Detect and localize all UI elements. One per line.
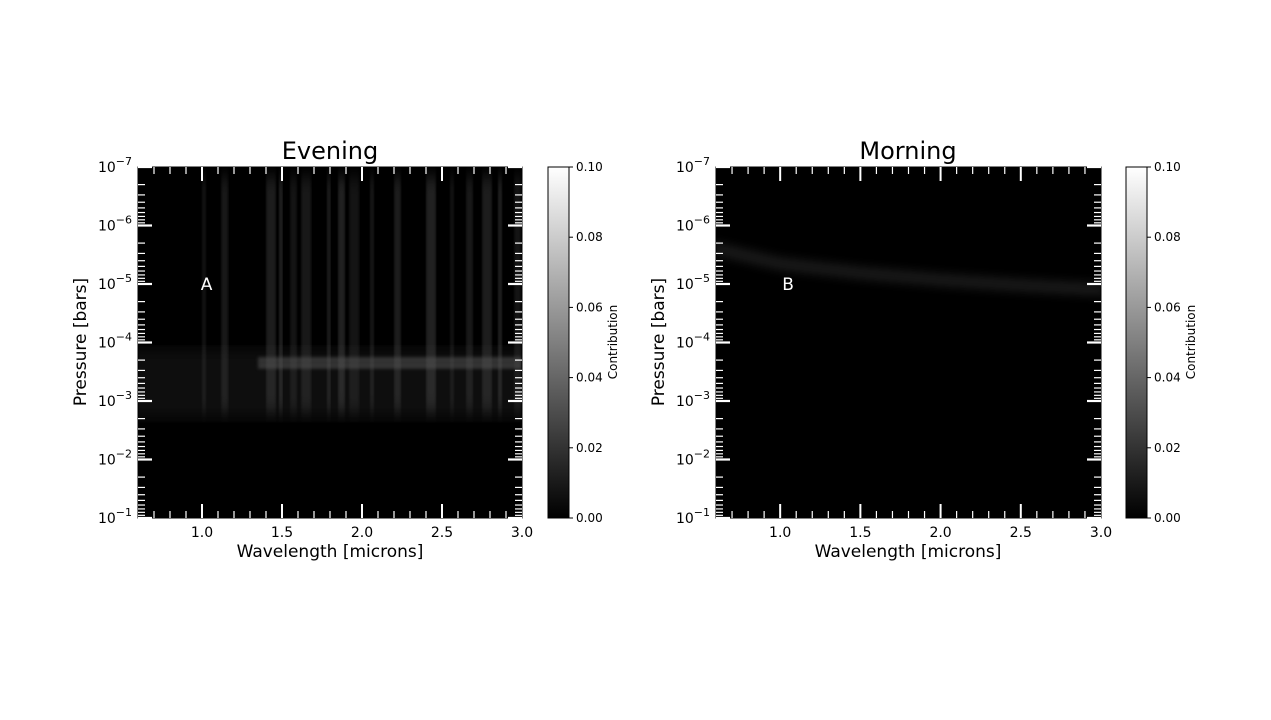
colorbar bbox=[1125, 166, 1148, 519]
y-tick-label: 10−5 bbox=[676, 272, 710, 293]
x-axis-label: Wavelength [microns] bbox=[815, 542, 1002, 562]
x-tick-label: 2.5 bbox=[431, 525, 453, 541]
contribution-streak bbox=[338, 177, 345, 411]
colorbar-tick-label: 0.02 bbox=[576, 441, 603, 455]
contribution-streak bbox=[266, 177, 276, 411]
panel-morning: Morning 1.0 1.5 2.0 2.5 3.0 10−7 10−6 10−5 10−4… bbox=[649, 137, 1198, 562]
x-tick-label: 3.0 bbox=[1090, 525, 1112, 541]
colorbar-tick-label: 0.02 bbox=[1154, 441, 1181, 455]
contribution-streak bbox=[498, 177, 502, 411]
x-tick-label: 3.0 bbox=[511, 525, 533, 541]
contribution-streak bbox=[370, 177, 374, 411]
y-tick-label: 10−3 bbox=[98, 389, 132, 410]
colorbar-tick-label: 0.00 bbox=[1154, 511, 1181, 525]
contribution-streak bbox=[290, 177, 297, 411]
tick-marks bbox=[716, 165, 1101, 520]
y-tick-labels: 10−7 10−6 10−5 10−4 10−3 10−2 10−1 bbox=[676, 155, 710, 527]
colorbar-tick-label: 0.10 bbox=[1154, 160, 1181, 174]
x-tick-label: 1.5 bbox=[271, 525, 293, 541]
y-tick-label: 10−3 bbox=[676, 389, 710, 410]
colorbar-ticks: 0.00 0.02 0.04 0.06 0.08 0.10 bbox=[1147, 160, 1181, 525]
contribution-streak bbox=[482, 177, 492, 411]
y-tick-label: 10−4 bbox=[676, 331, 710, 352]
x-tick-label: 1.0 bbox=[191, 525, 213, 541]
y-tick-label: 10−7 bbox=[676, 155, 710, 176]
contribution-streak bbox=[301, 177, 312, 411]
x-tick-labels: 1.0 1.5 2.0 2.5 3.0 bbox=[191, 525, 533, 541]
y-axis-label: Pressure [bars] bbox=[649, 278, 669, 406]
colorbar-tick-label: 0.06 bbox=[576, 300, 603, 314]
contribution-streak bbox=[326, 177, 331, 411]
y-tick-label: 10−7 bbox=[98, 155, 132, 176]
colorbar-tick-label: 0.08 bbox=[576, 230, 603, 244]
y-tick-label: 10−2 bbox=[98, 448, 132, 469]
contribution-streak bbox=[221, 177, 229, 411]
contribution-streak bbox=[278, 177, 283, 411]
colorbar-tick-label: 0.04 bbox=[576, 371, 603, 385]
y-tick-label: 10−6 bbox=[676, 214, 710, 235]
contribution-streak bbox=[202, 177, 206, 411]
colorbar-tick-label: 0.06 bbox=[1154, 300, 1181, 314]
panel-evening: Evening 1.0 1.5 2.0 2.5 3.0 10−7 10−6 10−5 10−4… bbox=[71, 137, 620, 562]
x-tick-label: 2.0 bbox=[929, 525, 951, 541]
x-tick-label: 2.0 bbox=[351, 525, 373, 541]
y-tick-label: 10−2 bbox=[676, 448, 710, 469]
panel-title: Evening bbox=[282, 137, 378, 165]
y-tick-label: 10−4 bbox=[98, 331, 132, 352]
colorbar-label: Contribution bbox=[1184, 305, 1198, 380]
contribution-band bbox=[716, 248, 1101, 291]
tick-marks bbox=[138, 165, 522, 520]
contribution-streak bbox=[450, 177, 454, 411]
y-tick-label: 10−1 bbox=[98, 506, 132, 527]
x-tick-label: 2.5 bbox=[1010, 525, 1032, 541]
contribution-streak bbox=[426, 177, 436, 411]
contribution-faint-band bbox=[258, 357, 522, 364]
colorbar-tick-label: 0.08 bbox=[1154, 230, 1181, 244]
colorbar-ticks: 0.00 0.02 0.04 0.06 0.08 0.10 bbox=[569, 160, 603, 525]
contribution-streak bbox=[349, 177, 360, 411]
plot-area bbox=[716, 167, 1101, 518]
contribution-faint-band bbox=[258, 362, 522, 369]
y-tick-label: 10−1 bbox=[676, 506, 710, 527]
x-tick-label: 1.5 bbox=[849, 525, 871, 541]
annotation-label: A bbox=[201, 275, 213, 295]
annotation-label: B bbox=[782, 275, 794, 295]
y-tick-labels: 10−7 10−6 10−5 10−4 10−3 10−2 10−1 bbox=[98, 155, 132, 527]
x-axis-label: Wavelength [microns] bbox=[237, 542, 424, 562]
contribution-streak bbox=[394, 177, 401, 411]
y-axis-label: Pressure [bars] bbox=[71, 278, 91, 406]
contribution-streak bbox=[514, 177, 521, 411]
y-tick-label: 10−5 bbox=[98, 272, 132, 293]
x-tick-labels: 1.0 1.5 2.0 2.5 3.0 bbox=[769, 525, 1112, 541]
contribution-streak bbox=[466, 177, 473, 411]
colorbar bbox=[547, 166, 570, 519]
colorbar-label: Contribution bbox=[606, 305, 620, 380]
heatmap-layer bbox=[716, 248, 1101, 291]
colorbar-tick-label: 0.04 bbox=[1154, 371, 1181, 385]
y-tick-label: 10−6 bbox=[98, 214, 132, 235]
heatmap-layer bbox=[138, 177, 522, 419]
colorbar-tick-label: 0.10 bbox=[576, 160, 603, 174]
colorbar-tick-label: 0.00 bbox=[576, 511, 603, 525]
x-tick-label: 1.0 bbox=[769, 525, 791, 541]
panel-title: Morning bbox=[859, 137, 956, 165]
